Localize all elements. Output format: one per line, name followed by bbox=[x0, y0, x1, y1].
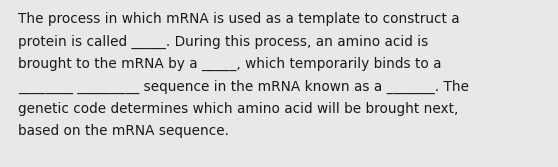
Text: genetic code determines which amino acid will be brought next,: genetic code determines which amino acid… bbox=[18, 102, 458, 116]
Text: protein is called _____. During this process, an amino acid is: protein is called _____. During this pro… bbox=[18, 35, 428, 49]
Text: The process in which mRNA is used as a template to construct a: The process in which mRNA is used as a t… bbox=[18, 12, 460, 26]
Text: brought to the mRNA by a _____, which temporarily binds to a: brought to the mRNA by a _____, which te… bbox=[18, 57, 441, 71]
Text: based on the mRNA sequence.: based on the mRNA sequence. bbox=[18, 125, 229, 138]
Text: ________ _________ sequence in the mRNA known as a _______. The: ________ _________ sequence in the mRNA … bbox=[18, 79, 469, 94]
